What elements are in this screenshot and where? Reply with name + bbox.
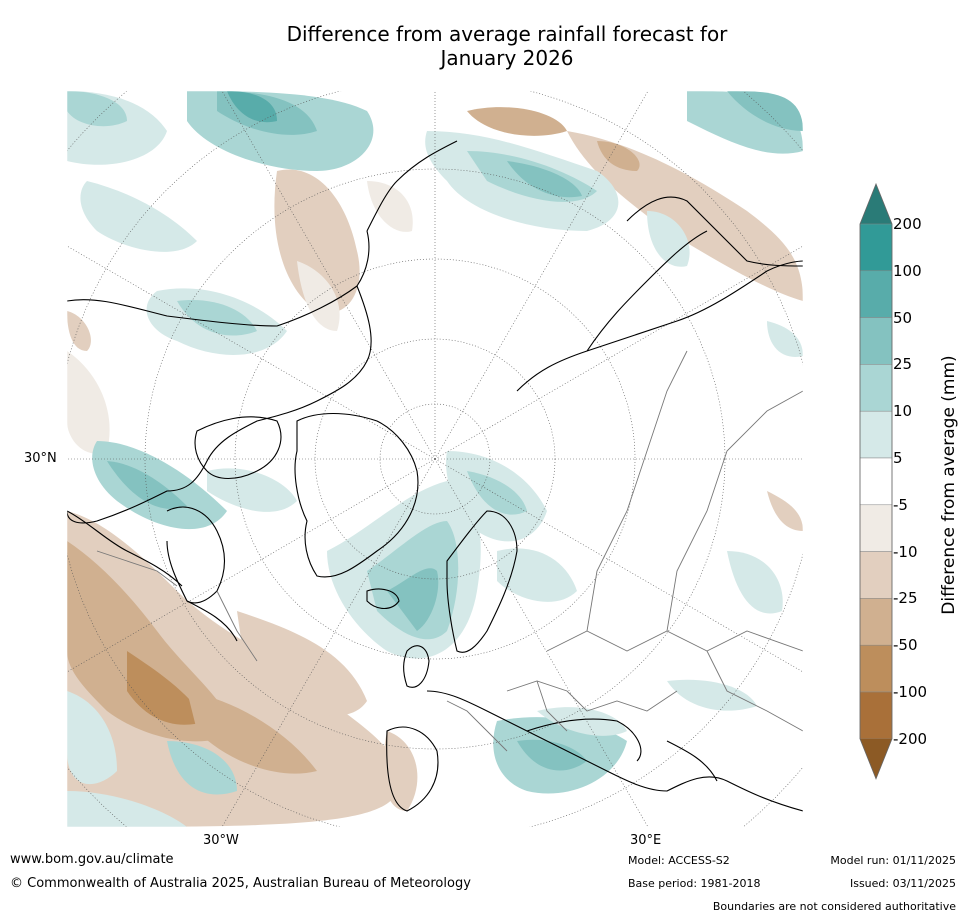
north-america-east-coast (67, 510, 238, 642)
colorbar-tick-label: -50 (893, 636, 918, 655)
colorbar-tick-label: 25 (893, 355, 913, 374)
colorbar-tick-label: -200 (893, 729, 928, 748)
longitude-label-east: 30°E (630, 833, 662, 848)
colorbar-box (859, 457, 893, 506)
canadian-arctic-coast (194, 416, 282, 480)
asia-coast (626, 196, 803, 267)
greenland-coast (294, 412, 419, 578)
mediterranean-coast (526, 718, 718, 782)
scandinavia-coast (446, 510, 518, 653)
colorbar-extend-top (860, 184, 892, 224)
disclaimer-text: Boundaries are not considered authoritat… (712, 900, 956, 913)
north-america-coast (67, 230, 372, 524)
wet-anomaly-regions (67, 91, 803, 827)
title-line-1: Difference from average rainfall forecas… (286, 22, 728, 46)
colorbar-box (859, 410, 893, 459)
colorbar-box (859, 691, 893, 740)
colorbar-tick-label: 5 (893, 449, 903, 467)
copyright-text: © Commonwealth of Australia 2025, Austra… (10, 876, 471, 891)
colorbar-extend-bottom (860, 738, 892, 779)
colorbar-tick-label: 50 (893, 308, 913, 327)
colorbar-box (859, 598, 893, 646)
colorbar-label: Difference from average (mm) (939, 355, 959, 615)
colorbar-title: Difference from average (mm) (938, 345, 960, 625)
siberia-coast (516, 230, 803, 392)
title-line-2: January 2026 (440, 46, 574, 70)
model-run-text: Model run: 01/11/2025 (830, 854, 956, 867)
colorbar-box (859, 504, 893, 552)
dry-anomaly-regions (67, 107, 803, 827)
colorbar (859, 182, 893, 780)
map-title: Difference from average rainfall forecas… (0, 22, 965, 70)
colorbar-box (859, 317, 893, 365)
colorbar-tick-label: -10 (893, 542, 918, 561)
colorbar-box (859, 644, 893, 693)
colorbar-tick-label: 10 (893, 402, 913, 421)
europe-coast (426, 690, 803, 812)
country-borders (96, 350, 803, 752)
iceland-coast (366, 588, 400, 610)
website-text: www.bom.gov.au/climate (10, 852, 174, 867)
iberia-coast (386, 726, 439, 812)
colorbar-outline (859, 182, 893, 780)
british-isles-coast (403, 645, 430, 688)
model-text: Model: ACCESS-S2 (628, 854, 730, 867)
colorbar-tick-label: -100 (893, 683, 928, 701)
longitude-label-west: 30°W (203, 833, 239, 848)
issued-text: Issued: 03/11/2025 (849, 877, 956, 890)
coastlines (67, 140, 803, 812)
latitude-label: 30°N (24, 451, 57, 466)
alaska-coast (366, 140, 458, 232)
rainfall-map (67, 91, 803, 827)
colorbar-box (859, 223, 893, 272)
colorbar-box (859, 551, 893, 599)
base-period-text: Base period: 1981-2018 (628, 877, 761, 890)
colorbar-box (859, 364, 893, 412)
colorbar-box (859, 270, 893, 318)
colorbar-tick-label: -5 (893, 495, 908, 514)
colorbar-tick-label: 100 (893, 261, 922, 280)
colorbar-tick-label: -25 (893, 589, 918, 608)
colorbar-tick-label: 200 (893, 215, 922, 233)
colorbar-boxes (859, 182, 893, 780)
